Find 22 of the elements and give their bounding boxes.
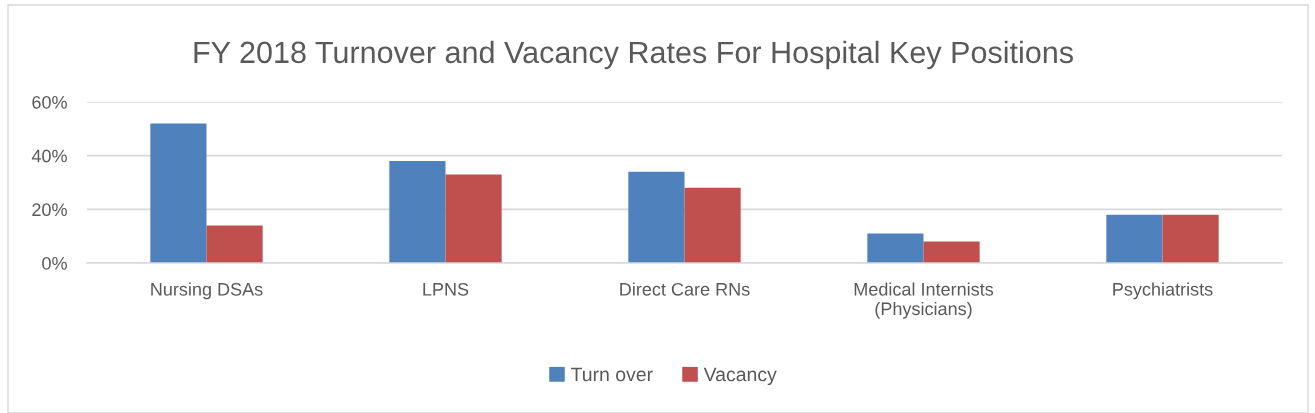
y-tick-label: 20% [32, 203, 67, 217]
bar [206, 225, 263, 263]
bar [628, 171, 685, 263]
bar [923, 241, 980, 263]
bar [445, 174, 502, 263]
y-tick-label: 40% [31, 149, 67, 163]
x-tick-label: Direct Care RNs [620, 282, 750, 296]
x-tick-label: Nursing DSAs [151, 282, 263, 300]
bar [1162, 214, 1219, 263]
x-tick-label: LPNS [423, 282, 469, 296]
y-tick-label: 60% [32, 95, 67, 109]
legend-label: Vacancy [703, 367, 777, 386]
bar [150, 123, 207, 263]
bar [389, 161, 446, 263]
x-tick-label: Medical Internists (Physicians) [854, 282, 994, 319]
bar [867, 233, 924, 263]
x-tick-label: Psychiatrists [1113, 282, 1213, 300]
bar [684, 187, 741, 263]
bar [1106, 214, 1163, 263]
legend-label: Turn over [571, 367, 653, 382]
chart-title: FY 2018 Turnover and Vacancy Rates For Hospital Key Positions [194, 40, 1073, 70]
y-tick-label: 0% [42, 256, 67, 270]
